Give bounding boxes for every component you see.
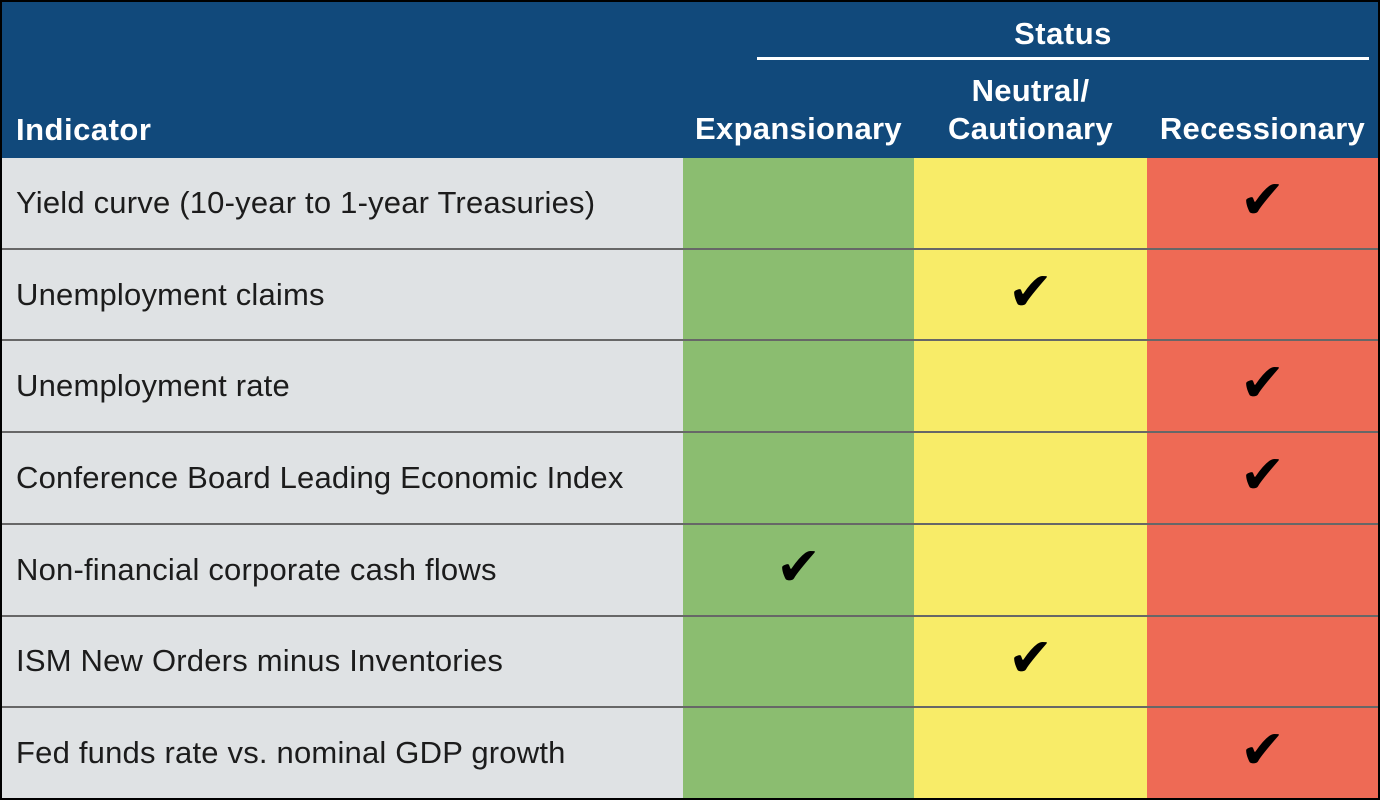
checkmark-icon: ✔ — [775, 534, 822, 598]
recessionary-cell: ✔ — [1147, 341, 1378, 432]
expansionary-cell — [683, 708, 914, 798]
indicator-cell: Non-financial corporate cash flows — [2, 524, 683, 615]
status-group-label: Status — [1014, 16, 1112, 51]
checkmark-icon: ✔ — [1239, 351, 1286, 415]
column-header-recessionary: Recessionary — [1159, 111, 1366, 146]
recessionary-cell — [1147, 524, 1378, 615]
checkmark-icon: ✔ — [1007, 626, 1054, 690]
neutral-cautionary-cell — [914, 433, 1147, 523]
column-header-neutral-cautionary: Neutral/ Cautionary — [948, 73, 1113, 146]
checkmark-icon: ✔ — [1239, 443, 1286, 507]
recessionary-cell: ✔ — [1147, 433, 1378, 523]
table-row: Unemployment rate ✔ — [2, 339, 1378, 432]
column-header-indicator: Indicator — [16, 112, 152, 147]
checkmark-icon: ✔ — [1007, 259, 1054, 323]
indicator-cell: Unemployment rate — [2, 341, 683, 432]
table-body: Yield curve (10-year to 1-year Treasurie… — [2, 158, 1378, 798]
recessionary-cell — [1147, 616, 1378, 707]
expansionary-cell — [683, 616, 914, 707]
table-row: Non-financial corporate cash flows ✔ — [2, 522, 1378, 615]
neutral-cautionary-cell: ✔ — [914, 249, 1147, 340]
indicator-cell: Conference Board Leading Economic Index — [2, 433, 683, 523]
expansionary-cell: ✔ — [683, 524, 914, 615]
expansionary-cell — [683, 249, 914, 340]
status-underline — [757, 57, 1369, 60]
indicator-cell: Unemployment claims — [2, 249, 683, 340]
recessionary-cell — [1147, 249, 1378, 340]
indicator-cell: ISM New Orders minus Inventories — [2, 616, 683, 707]
table-row: Yield curve (10-year to 1-year Treasurie… — [2, 158, 1378, 248]
table-row: ISM New Orders minus Inventories ✔ — [2, 614, 1378, 707]
table-row: Conference Board Leading Economic Index … — [2, 431, 1378, 523]
neutral-cautionary-cell — [914, 708, 1147, 798]
table-row: Fed funds rate vs. nominal GDP growth ✔ — [2, 706, 1378, 798]
expansionary-cell — [683, 433, 914, 523]
expansionary-cell — [683, 341, 914, 432]
neutral-cautionary-cell — [914, 341, 1147, 432]
neutral-cautionary-cell — [914, 158, 1147, 248]
recessionary-cell: ✔ — [1147, 158, 1378, 248]
table-row: Unemployment claims ✔ — [2, 247, 1378, 340]
expansionary-cell — [683, 158, 914, 248]
neutral-cautionary-cell — [914, 524, 1147, 615]
checkmark-icon: ✔ — [1239, 718, 1286, 782]
table-header: Status Indicator Expansionary Neutral/ C… — [2, 2, 1378, 158]
indicator-cell: Yield curve (10-year to 1-year Treasurie… — [2, 158, 683, 248]
recessionary-cell: ✔ — [1147, 708, 1378, 798]
column-header-expansionary: Expansionary — [695, 111, 902, 146]
checkmark-icon: ✔ — [1239, 167, 1286, 231]
indicator-cell: Fed funds rate vs. nominal GDP growth — [2, 708, 683, 798]
neutral-cautionary-cell: ✔ — [914, 616, 1147, 707]
